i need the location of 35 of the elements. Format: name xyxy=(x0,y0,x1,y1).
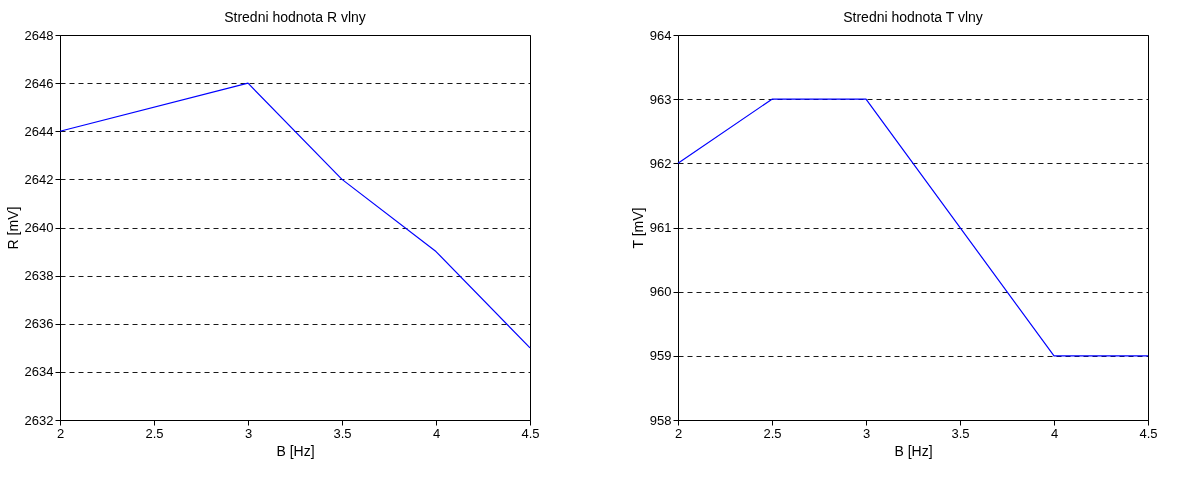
y-tick-label: 2646 xyxy=(24,75,54,91)
y-tick-label: 2640 xyxy=(24,220,54,235)
x-tick-label: 4.5 xyxy=(521,425,540,441)
y-tick-label: 960 xyxy=(649,284,672,300)
y-tick-label: 958 xyxy=(649,412,672,428)
y-tick-label: 964 xyxy=(649,27,672,43)
x-tick-label: 2.5 xyxy=(763,425,782,441)
y-tick-label: 2636 xyxy=(24,316,54,332)
y-tick-label: 2638 xyxy=(24,268,54,284)
x-tick-label: 4 xyxy=(432,425,441,441)
x-tick-label: 4.5 xyxy=(1139,425,1158,441)
y-tick-label: 2634 xyxy=(24,364,54,380)
y-tick-label: 962 xyxy=(649,155,672,171)
line-series xyxy=(59,82,531,349)
x-tick-label: 3 xyxy=(862,425,871,441)
y-tick-label: 2632 xyxy=(24,412,54,428)
x-tick-label: 3.5 xyxy=(333,425,352,441)
y-tick-label: 961 xyxy=(649,220,672,235)
x-axis-title: B [Hz] xyxy=(276,442,315,459)
x-tick-label: 3.5 xyxy=(951,425,970,441)
x-axis-title: B [Hz] xyxy=(894,442,933,459)
y-tick-label: 2642 xyxy=(24,171,54,187)
y-tick-label: 963 xyxy=(649,91,672,107)
y-tick-label: 959 xyxy=(649,348,672,364)
chart-title: Stredni hodnota T vlny xyxy=(843,9,983,25)
x-tick-label: 3 xyxy=(244,425,253,441)
x-tick-label: 2 xyxy=(56,425,65,441)
x-tick-label: 2.5 xyxy=(145,425,164,441)
x-tick-label: 2 xyxy=(674,425,683,441)
x-tick-label: 4 xyxy=(1050,425,1059,441)
y-tick-label: 2648 xyxy=(24,27,54,43)
chart-title: Stredni hodnota R vlny xyxy=(224,9,366,25)
y-tick-label: 2644 xyxy=(24,123,54,139)
y-axis-title: T [mV] xyxy=(629,207,646,249)
y-axis-title: R [mV] xyxy=(4,206,21,250)
